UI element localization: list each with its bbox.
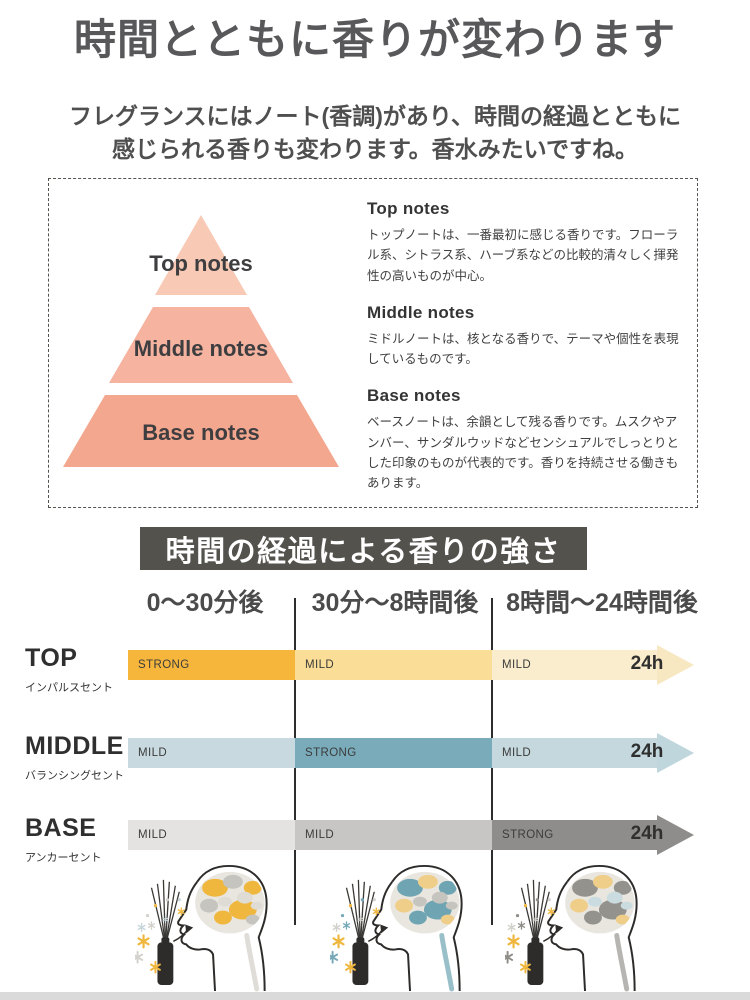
middle-row-label: MIDDLE — [25, 732, 124, 760]
notes-box: Top notes Middle notes Base notes Top no… — [48, 178, 698, 508]
period-label-2: 30分〜8時間後 — [311, 589, 479, 617]
scent-particles — [330, 907, 380, 974]
middle-row-bar: MILD STRONG MILD — [128, 738, 658, 768]
pyramid-base-label: Base notes — [142, 420, 259, 445]
middle-segment-1-label: MILD — [138, 747, 168, 759]
middle-segment-2-label: STRONG — [305, 747, 357, 759]
middle-notes-body: ミドルノートは、核となる香りで、テーマや個性を表現しているものです。 — [367, 331, 679, 366]
base-segment-3-label: STRONG — [502, 829, 554, 841]
base-row-bar: MILD MILD STRONG — [128, 820, 658, 850]
top-row-sublabel: インパルスセント — [25, 682, 113, 694]
top-bar-arrow-icon — [657, 645, 694, 685]
base-notes-description: Base notes ベースノートは、余韻として残る香りです。ムスクやアンバー、… — [367, 386, 685, 493]
middle-row-24h-label: 24h — [630, 741, 664, 762]
base-row-sublabel: アンカーセント — [25, 852, 102, 864]
diffuser-reeds — [150, 879, 180, 946]
notes-descriptions: Top notes トップノートは、一番最初に感じる香りです。フローラル系、シト… — [367, 199, 685, 510]
top-notes-description: Top notes トップノートは、一番最初に感じる香りです。フローラル系、シト… — [367, 199, 685, 286]
fragrance-pyramid-diagram: Top notes Middle notes Base notes — [63, 215, 339, 467]
scent-particles — [135, 907, 185, 974]
pyramid-middle-label: Middle notes — [134, 336, 268, 361]
page-subtitle: フレグランスにはノート(香調)があり、時間の経過とともに 感じられる香りも変わり… — [0, 100, 750, 167]
base-segment-1-label: MILD — [138, 829, 168, 841]
middle-bar-segment-3: MILD — [492, 738, 658, 768]
period-label-1: 0〜30分後 — [146, 589, 264, 617]
head-outline — [391, 864, 463, 992]
head-illustration-top-note — [135, 864, 268, 992]
middle-notes-heading: Middle notes — [367, 302, 475, 322]
spine-line — [439, 932, 455, 992]
pyramid-base-level — [63, 395, 339, 467]
middle-bar-segment-2: STRONG — [295, 738, 492, 768]
pyramid-middle-level — [109, 307, 293, 383]
footer-strip — [0, 992, 750, 1000]
base-row-24h-label: 24h — [630, 823, 664, 844]
top-note-row: TOP インパルスセント STRONG MILD MILD 24h — [0, 644, 750, 694]
top-segment-3-label: MILD — [502, 659, 532, 671]
base-bar-arrow-icon — [657, 815, 694, 855]
subtitle-line-1: フレグランスにはノート(香調)があり、時間の経過とともに — [69, 103, 681, 129]
head-illustration-middle-note — [330, 864, 463, 992]
middle-note-row: MIDDLE バランシングセント MILD STRONG MILD 24h — [0, 732, 750, 782]
diffuser-reeds — [520, 879, 550, 946]
period-label-3: 8時間〜24時間後 — [506, 589, 698, 617]
top-bar-segment-1: STRONG — [128, 650, 295, 680]
base-notes-heading: Base notes — [367, 386, 461, 406]
top-row-bar: STRONG MILD MILD — [128, 650, 658, 680]
middle-segment-3-label: MILD — [502, 747, 532, 759]
scent-dots — [340, 898, 376, 918]
base-bar-segment-2: MILD — [295, 820, 492, 850]
base-row-label: BASE — [25, 814, 97, 842]
base-bar-segment-1: MILD — [128, 820, 295, 850]
top-segment-2-label: MILD — [305, 659, 335, 671]
brain-middle-note — [390, 871, 460, 934]
page-title: 時間とともに香りが変わります — [73, 16, 676, 63]
top-notes-body: トップノートは、一番最初に感じる香りです。フローラル系、シトラス系、ハーブ系など… — [367, 228, 679, 283]
base-segment-2-label: MILD — [305, 829, 335, 841]
pyramid-top-label: Top notes — [149, 251, 252, 276]
base-notes-body: ベースノートは、余韻として残る香りです。ムスクやアンバー、サンダルウッドなどセン… — [367, 415, 680, 490]
section-banner: 時間の経過による香りの強さ — [140, 527, 587, 570]
base-note-row: BASE アンカーセント MILD MILD STRONG 24h — [0, 814, 750, 864]
middle-row-sublabel: バランシングセント — [25, 770, 124, 782]
top-row-label: TOP — [25, 644, 78, 672]
head-outline — [566, 864, 638, 992]
diffuser-reeds — [345, 879, 375, 946]
pyramid-top-level — [155, 215, 247, 295]
middle-bar-arrow-icon — [657, 733, 694, 773]
brain-base-note — [565, 871, 635, 934]
top-bar-segment-2: MILD — [295, 650, 492, 680]
spine-line — [614, 932, 630, 992]
middle-bar-segment-1: MILD — [128, 738, 295, 768]
diffuser-bottle — [520, 879, 564, 986]
middle-notes-description: Middle notes ミドルノートは、核となる香りで、テーマや個性を表現して… — [367, 303, 685, 370]
scent-dots — [515, 898, 551, 918]
diffuser-bottle — [150, 879, 194, 986]
top-segment-1-label: STRONG — [138, 659, 190, 671]
base-bar-segment-3: STRONG — [492, 820, 658, 850]
scent-dots — [145, 898, 181, 918]
top-bar-segment-3: MILD — [492, 650, 658, 680]
top-notes-heading: Top notes — [367, 199, 450, 218]
brain-top-note — [195, 871, 265, 934]
head-illustration-base-note — [505, 864, 638, 992]
diffuser-bottle — [345, 879, 389, 986]
spine-line — [244, 932, 260, 992]
top-row-24h-label: 24h — [630, 653, 664, 674]
head-outline — [196, 864, 268, 992]
subtitle-line-2: 感じられる香りも変わります。香水みたいですね。 — [111, 136, 638, 163]
scent-particles — [505, 907, 555, 974]
